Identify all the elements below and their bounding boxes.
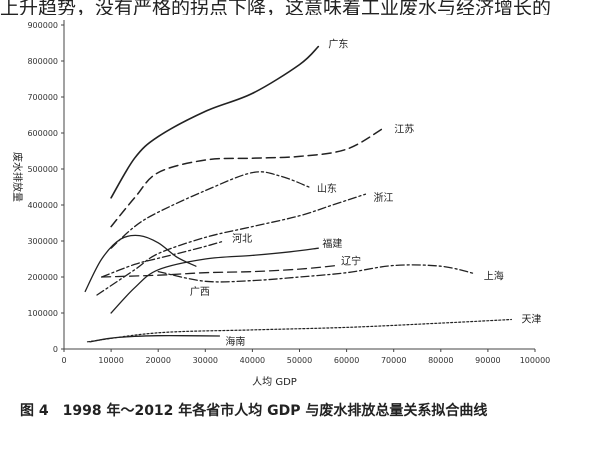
x-tick-label: 40000 xyxy=(240,356,265,365)
series-curve-8 xyxy=(101,264,338,278)
x-tick-label: 50000 xyxy=(287,356,312,365)
x-tick-label: 100000 xyxy=(520,356,551,365)
axes xyxy=(61,20,536,352)
series-curve-3 xyxy=(110,171,310,249)
x-tick-label: 90000 xyxy=(475,356,500,365)
x-tick-label: 20000 xyxy=(145,356,170,365)
series-curve-1 xyxy=(110,45,320,199)
series-label-2: 江苏 xyxy=(394,123,414,136)
y-tick-label: 200000 xyxy=(27,273,58,282)
y-tick-label: 900000 xyxy=(27,21,58,30)
series-label-11: 海南 xyxy=(225,335,245,348)
series-label-6: 福建 xyxy=(322,237,342,250)
y-tick-label: 100000 xyxy=(27,309,58,318)
series-curve-5 xyxy=(101,240,225,278)
y-tick-label: 800000 xyxy=(27,57,58,66)
x-tick-label: 10000 xyxy=(98,356,123,365)
series-curve-7 xyxy=(84,234,197,293)
top-body-text: 上升趋势，没有严格的拐点下降，这意味着工业废水与经济增长的 xyxy=(0,0,552,15)
series-label-7: 广西 xyxy=(190,286,210,298)
series-curve-10 xyxy=(86,318,512,343)
series-label-8: 辽宁 xyxy=(341,254,361,267)
series-label-1: 广东 xyxy=(328,38,348,51)
figure-caption: 图 4 1998 年～2012 年各省市人均 GDP 与废水排放总量关系拟合曲线 xyxy=(20,403,488,419)
x-tick-label: 30000 xyxy=(193,356,218,365)
y-tick-label: 400000 xyxy=(27,201,58,210)
series-curve-2 xyxy=(110,126,386,228)
series-label-4: 浙江 xyxy=(373,192,393,204)
y-tick-label: 600000 xyxy=(27,129,58,138)
y-tick-label: 700000 xyxy=(27,93,58,102)
x-axis-title: 人均 GDP xyxy=(252,376,297,388)
fitted-curves-chart: 0 10000 20000 30000 40000 50000 60000 70000 8000… xyxy=(11,20,550,388)
series-label-5: 河北 xyxy=(232,233,252,245)
y-axis-title: 废水排放量 xyxy=(11,152,24,202)
x-tick-label: 0 xyxy=(61,356,66,365)
x-tick-label: 70000 xyxy=(381,356,406,365)
series-curve-9 xyxy=(157,264,475,283)
y-tick-label: 300000 xyxy=(27,237,58,246)
series-label-3: 山东 xyxy=(317,182,337,195)
y-tick-label: 0 xyxy=(53,345,58,354)
series-label-9: 上海 xyxy=(484,269,504,282)
series-curve-11 xyxy=(89,334,221,343)
series-curve-4 xyxy=(96,193,367,296)
x-tick-label: 80000 xyxy=(428,356,453,365)
tick-labels: 0 10000 20000 30000 40000 50000 60000 70000 8000… xyxy=(27,21,550,365)
y-tick-label: 500000 xyxy=(27,165,58,174)
series-label-10: 天津 xyxy=(521,313,541,325)
x-tick-label: 60000 xyxy=(334,356,359,365)
series-curves xyxy=(84,45,512,343)
series-curve-6 xyxy=(110,247,319,314)
